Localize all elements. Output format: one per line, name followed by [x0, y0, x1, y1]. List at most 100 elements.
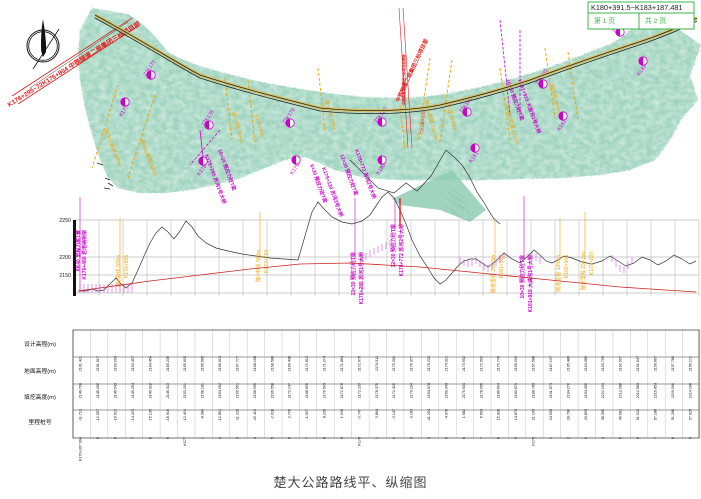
- svg-text:2158.055: 2158.055: [253, 383, 257, 398]
- svg-text:2162.507: 2162.507: [619, 356, 623, 371]
- svg-text:8: 8: [148, 437, 152, 439]
- svg-text:-3.183: -3.183: [410, 409, 414, 419]
- svg-text:2166.913: 2166.913: [218, 356, 222, 371]
- svg-text:2163.063: 2163.063: [114, 356, 118, 371]
- svg-text:K177: K177: [183, 437, 187, 446]
- svg-text:3.864: 3.864: [375, 409, 379, 418]
- svg-text:3: 3: [236, 437, 240, 439]
- svg-text:2168.586: 2168.586: [270, 356, 274, 371]
- svg-text:7: 7: [305, 437, 309, 439]
- svg-text:K179: K179: [532, 437, 536, 446]
- svg-text:2146.313: 2146.313: [166, 383, 170, 398]
- svg-text:4: 4: [601, 437, 605, 439]
- svg-text:51.286: 51.286: [671, 409, 675, 420]
- svg-text:隧道里程 1250m: 隧道里程 1250m: [555, 255, 562, 292]
- svg-text:K178+285 苏河1号大桥: K178+285 苏河1号大桥: [358, 251, 365, 304]
- svg-text:9: 9: [514, 437, 518, 439]
- svg-text:2179.509: 2179.509: [323, 383, 327, 398]
- svg-text:2176.377: 2176.377: [410, 356, 414, 371]
- svg-text:2172.415: 2172.415: [392, 383, 396, 398]
- svg-text:13×30 预应力砼T梁: 13×30 预应力砼T梁: [350, 251, 357, 295]
- svg-text:2167.777: 2167.777: [236, 356, 240, 371]
- svg-text:2169.343: 2169.343: [445, 383, 449, 398]
- svg-text:填挖高度(m): 填挖高度(m): [24, 393, 56, 401]
- svg-text:12×30 预应力砼T梁: 12×30 预应力砼T梁: [390, 223, 397, 267]
- svg-text:K178: K178: [357, 437, 361, 446]
- svg-text:2171.274: 2171.274: [323, 356, 327, 371]
- svg-text:2164.454: 2164.454: [148, 356, 152, 371]
- svg-text:-10.113: -10.113: [253, 409, 257, 421]
- svg-text:51.022: 51.022: [636, 409, 640, 420]
- svg-text:-12.657: -12.657: [96, 409, 100, 422]
- svg-text:2194.270: 2194.270: [566, 383, 570, 398]
- svg-text:2165.230: 2165.230: [166, 356, 170, 371]
- svg-text:2170.776: 2170.776: [497, 356, 501, 371]
- svg-text:2194.395: 2194.395: [584, 383, 588, 398]
- svg-text:15.828: 15.828: [497, 409, 501, 420]
- svg-text:2168.905: 2168.905: [305, 383, 309, 398]
- svg-text:隧+中线 769m: 隧+中线 769m: [115, 255, 122, 287]
- svg-text:8: 8: [671, 437, 675, 439]
- svg-text:2163.799: 2163.799: [601, 356, 605, 371]
- svg-text:1.006: 1.006: [340, 409, 344, 418]
- svg-text:3: 3: [584, 437, 588, 439]
- svg-text:2161.421: 2161.421: [79, 356, 83, 371]
- svg-text:隧道里程 234.3m: 隧道里程 234.3m: [580, 252, 587, 290]
- svg-text:2175.562: 2175.562: [392, 356, 396, 371]
- svg-text:2212.088: 2212.088: [619, 383, 623, 398]
- svg-text:2173.194: 2173.194: [410, 383, 414, 398]
- svg-text:-11.226: -11.226: [236, 409, 240, 421]
- svg-text:38.395: 38.395: [601, 409, 605, 420]
- svg-text:2153.201: 2153.201: [183, 383, 187, 398]
- svg-text:K177+724: K177+724: [264, 250, 270, 273]
- svg-text:2188.785: 2188.785: [532, 383, 536, 398]
- svg-text:-4.978: -4.978: [445, 409, 449, 419]
- svg-text:57.925: 57.925: [688, 409, 692, 420]
- svg-text:2172.870: 2172.870: [340, 383, 344, 398]
- svg-text:2176.232: 2176.232: [427, 356, 431, 371]
- svg-text:2169.000: 2169.000: [514, 356, 518, 371]
- svg-text:2166.565: 2166.565: [201, 356, 205, 371]
- svg-text:10×30 预应力砼T梁: 10×30 预应力砼T梁: [519, 254, 526, 298]
- svg-text:-12.404: -12.404: [183, 409, 187, 422]
- svg-text:5: 5: [96, 437, 100, 439]
- svg-text:2164.585: 2164.585: [584, 356, 588, 371]
- svg-text:6: 6: [114, 437, 118, 439]
- svg-text:-3.147: -3.147: [392, 409, 396, 419]
- svg-text:2174.321: 2174.321: [445, 356, 449, 371]
- svg-text:2214.096: 2214.096: [688, 383, 692, 398]
- svg-text:2172.147: 2172.147: [288, 383, 292, 398]
- svg-text:7: 7: [479, 437, 483, 439]
- svg-text:地面高程(m): 地面高程(m): [24, 367, 56, 375]
- svg-text:9: 9: [688, 437, 692, 439]
- svg-text:3: 3: [410, 437, 414, 439]
- svg-text:2166.558: 2166.558: [270, 383, 274, 398]
- svg-text:2157.780: 2157.780: [671, 356, 675, 371]
- svg-text:-8.384: -8.384: [201, 409, 205, 419]
- svg-text:2170.813: 2170.813: [305, 356, 309, 371]
- svg-text:2161.917: 2161.917: [96, 356, 100, 371]
- svg-text:49.581: 49.581: [619, 409, 623, 420]
- svg-text:-15.136: -15.136: [148, 409, 152, 422]
- svg-text:7: 7: [654, 437, 658, 439]
- svg-text:2212.569: 2212.569: [636, 383, 640, 398]
- svg-text:K176+307.694: K176+307.694: [79, 437, 83, 461]
- svg-text:2149.318: 2149.318: [148, 383, 152, 398]
- svg-text:6: 6: [462, 437, 466, 439]
- svg-text:8K40 里程力桩1置: 8K40 里程力桩1置: [75, 230, 82, 271]
- svg-text:2161.547: 2161.547: [636, 356, 640, 371]
- svg-text:第 1 页: 第 1 页: [594, 16, 615, 25]
- svg-text:2149.708: 2149.708: [79, 383, 83, 398]
- svg-text:2174.511: 2174.511: [375, 356, 379, 371]
- svg-text:2149.260: 2149.260: [96, 383, 100, 398]
- svg-text:2173.952: 2173.952: [462, 356, 466, 371]
- svg-text:1.682: 1.682: [462, 409, 466, 418]
- svg-text:-0.747: -0.747: [357, 409, 361, 419]
- svg-text:5: 5: [619, 437, 623, 439]
- svg-text:8.235: 8.235: [323, 409, 327, 418]
- svg-text:9: 9: [340, 437, 344, 439]
- svg-text:29.809: 29.809: [584, 409, 588, 420]
- svg-text:-14.203: -14.203: [131, 409, 135, 422]
- svg-text:2: 2: [218, 437, 222, 439]
- svg-text:共 2 页: 共 2 页: [645, 16, 666, 25]
